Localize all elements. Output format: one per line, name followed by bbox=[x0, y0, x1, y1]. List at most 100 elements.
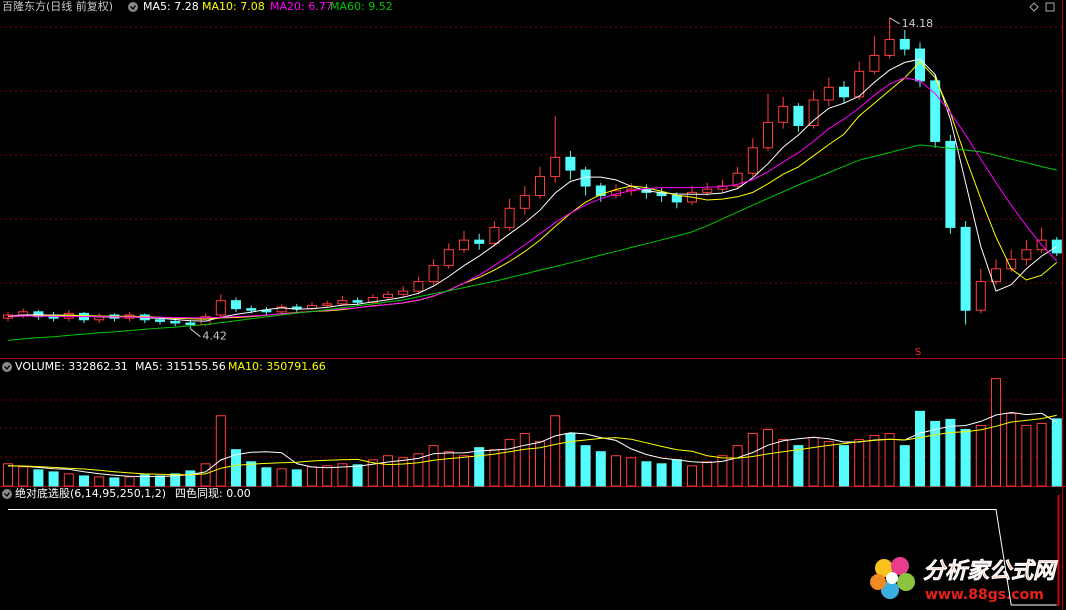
candle-body bbox=[702, 188, 713, 193]
candle-body bbox=[352, 300, 363, 303]
menu-icon[interactable] bbox=[2, 362, 12, 372]
volume-bar bbox=[109, 477, 120, 487]
logo-petal bbox=[870, 574, 886, 590]
candle-body bbox=[383, 293, 393, 298]
line bbox=[8, 509, 1057, 606]
candle-body bbox=[808, 99, 819, 126]
volume-bar bbox=[595, 451, 606, 487]
volume-bar bbox=[535, 441, 545, 487]
volume-bar bbox=[155, 475, 165, 487]
candle-body bbox=[823, 86, 834, 101]
legend-entry: MA60: 9.52 bbox=[330, 0, 393, 13]
chart-title: 百隆东方(日线 前复权) bbox=[2, 0, 113, 13]
volume-bar bbox=[443, 451, 454, 487]
volume-bar bbox=[899, 445, 910, 487]
menu-icon-check bbox=[4, 492, 11, 498]
volume-bar bbox=[63, 473, 74, 487]
candle-body bbox=[231, 300, 241, 310]
volume-bar bbox=[79, 475, 89, 487]
volume-bar bbox=[504, 439, 515, 487]
volume-bar bbox=[170, 473, 181, 487]
candle-body bbox=[899, 38, 910, 50]
volume-bar bbox=[854, 439, 865, 487]
watermark-url: www.88gs.com bbox=[925, 587, 1044, 603]
candle-body bbox=[215, 300, 226, 316]
volume-bar bbox=[215, 415, 226, 487]
box-button[interactable] bbox=[1045, 2, 1055, 12]
volume-bar bbox=[580, 445, 591, 487]
candle-body bbox=[565, 156, 576, 171]
line bbox=[8, 77, 1058, 319]
candle-body bbox=[535, 175, 545, 197]
annotation: 4.42 bbox=[202, 330, 227, 343]
menu-icon[interactable] bbox=[2, 489, 12, 499]
logo-petal bbox=[891, 557, 909, 575]
candle-body bbox=[443, 249, 454, 267]
candle-body bbox=[413, 281, 424, 292]
candle-body bbox=[474, 239, 485, 244]
volume-bar bbox=[1006, 412, 1017, 487]
watermark-name: 分析家公式网 bbox=[923, 558, 1058, 584]
volume-bar bbox=[930, 420, 941, 487]
volume-bar bbox=[367, 459, 378, 487]
candle-body bbox=[459, 239, 469, 251]
candle-body bbox=[504, 207, 515, 228]
menu-icon[interactable] bbox=[128, 2, 138, 12]
candle-body bbox=[322, 303, 333, 306]
candle-body bbox=[246, 308, 257, 311]
volume-bar bbox=[3, 463, 13, 487]
volume-bar bbox=[398, 457, 409, 487]
volume-bar bbox=[793, 445, 804, 487]
volume-bar bbox=[763, 428, 773, 487]
candle-body bbox=[170, 320, 181, 324]
volume-bar bbox=[839, 445, 849, 487]
candle-body bbox=[732, 172, 743, 187]
chart-title: 绝对底选股(6,14,95,250,1,2) bbox=[15, 486, 166, 500]
volume-bar bbox=[1021, 424, 1032, 487]
line bbox=[7, 144, 1057, 341]
candle-body bbox=[671, 195, 682, 203]
annotation-leader bbox=[889, 17, 900, 25]
volume-bar bbox=[48, 471, 59, 487]
legend-entry: VOLUME: 332862.31 bbox=[15, 360, 128, 373]
volume-bar bbox=[671, 459, 682, 487]
candle-body bbox=[869, 54, 880, 72]
volume-bar bbox=[200, 463, 211, 487]
volume-bar bbox=[307, 466, 317, 487]
volume-bar bbox=[276, 468, 287, 487]
volume-bar bbox=[413, 453, 424, 487]
volume-bar bbox=[474, 447, 485, 487]
candle-body bbox=[185, 322, 196, 326]
candle-body bbox=[428, 265, 439, 283]
signal-label: S bbox=[915, 347, 921, 358]
volume-bar bbox=[656, 463, 667, 487]
volume-bar bbox=[687, 465, 697, 487]
annotation-leader bbox=[190, 328, 201, 338]
candle-body bbox=[854, 70, 865, 98]
legend-entry: MA5: 7.28 bbox=[143, 0, 199, 13]
volume-bar bbox=[459, 455, 469, 487]
candle-body bbox=[398, 290, 409, 295]
legend-entry: 四色同现: 0.00 bbox=[175, 486, 251, 500]
volume-bar bbox=[337, 463, 348, 487]
volume-bar bbox=[565, 433, 576, 487]
volume-bar bbox=[18, 466, 29, 487]
diamond-button[interactable] bbox=[1029, 2, 1039, 12]
volume-bar bbox=[231, 449, 241, 487]
volume-bar bbox=[322, 465, 333, 487]
logo-petal bbox=[875, 559, 893, 577]
volume-bar bbox=[991, 378, 1001, 487]
volume-bar bbox=[945, 418, 956, 487]
menu-icon-check bbox=[4, 365, 11, 371]
logo bbox=[870, 557, 915, 599]
legend-entry: MA10: 350791.66 bbox=[228, 360, 326, 373]
volume-bar bbox=[124, 476, 135, 487]
candle-body bbox=[778, 105, 789, 123]
volume-bar bbox=[489, 449, 500, 487]
candle-body bbox=[291, 306, 302, 310]
volume-bar bbox=[352, 464, 363, 487]
candle-body bbox=[884, 38, 895, 56]
candle-body bbox=[975, 281, 986, 311]
volume-bar bbox=[94, 476, 105, 487]
